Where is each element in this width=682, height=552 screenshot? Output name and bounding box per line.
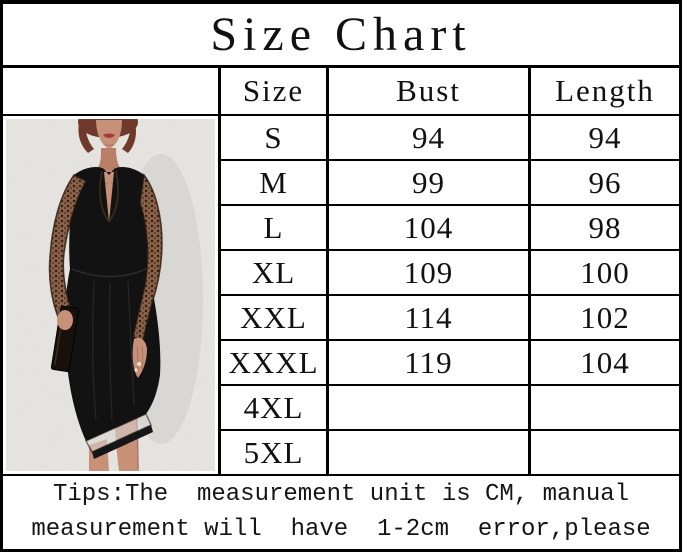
tips-line-2: measurement will have 1-2cm error,please <box>31 516 651 543</box>
size-cell: M <box>221 161 329 206</box>
face <box>96 120 122 149</box>
bust-cell: 109 <box>329 251 531 296</box>
size-cell: 4XL <box>221 386 329 431</box>
length-cell <box>531 431 679 476</box>
column-header-bust: Bust <box>329 68 531 116</box>
tips-note: Tips:The measurement unit is CM, manual … <box>3 476 679 549</box>
size-cell: S <box>221 116 329 161</box>
header-empty-cell <box>3 68 221 116</box>
size-cell: XXL <box>221 296 329 341</box>
model-figure <box>48 119 163 471</box>
bust-cell: 104 <box>329 206 531 251</box>
ring <box>137 362 141 366</box>
length-cell: 98 <box>531 206 679 251</box>
length-cell: 104 <box>531 341 679 386</box>
lips <box>103 133 115 138</box>
length-cell <box>531 386 679 431</box>
hem-trim <box>92 425 153 459</box>
right-lace-sleeve <box>132 173 163 343</box>
size-cell: XXXL <box>221 341 329 386</box>
length-cell: 94 <box>531 116 679 161</box>
tips-line-1: Tips:The measurement unit is CM, manual <box>52 481 630 508</box>
bust-cell: 94 <box>329 116 531 161</box>
page-title: Size Chart <box>3 4 679 68</box>
length-cell: 102 <box>531 296 679 341</box>
length-cell: 100 <box>531 251 679 296</box>
bust-cell: 119 <box>329 341 531 386</box>
right-arm <box>132 173 163 378</box>
column-header-size: Size <box>221 68 329 116</box>
left-arm <box>48 174 88 373</box>
column-header-length: Length <box>531 68 679 116</box>
neck <box>97 148 121 175</box>
bust-cell <box>329 386 531 431</box>
size-cell: L <box>221 206 329 251</box>
ring <box>134 368 138 372</box>
v-neck-lace-trim <box>99 170 119 223</box>
length-cell: 96 <box>531 161 679 206</box>
bust-cell: 114 <box>329 296 531 341</box>
size-cell: 5XL <box>221 431 329 476</box>
left-hand <box>57 310 73 330</box>
product-photo-cell <box>3 116 221 476</box>
bust-cell <box>329 431 531 476</box>
bust-cell: 99 <box>329 161 531 206</box>
size-cell: XL <box>221 251 329 296</box>
right-hand <box>132 338 147 378</box>
product-photo <box>6 119 215 471</box>
